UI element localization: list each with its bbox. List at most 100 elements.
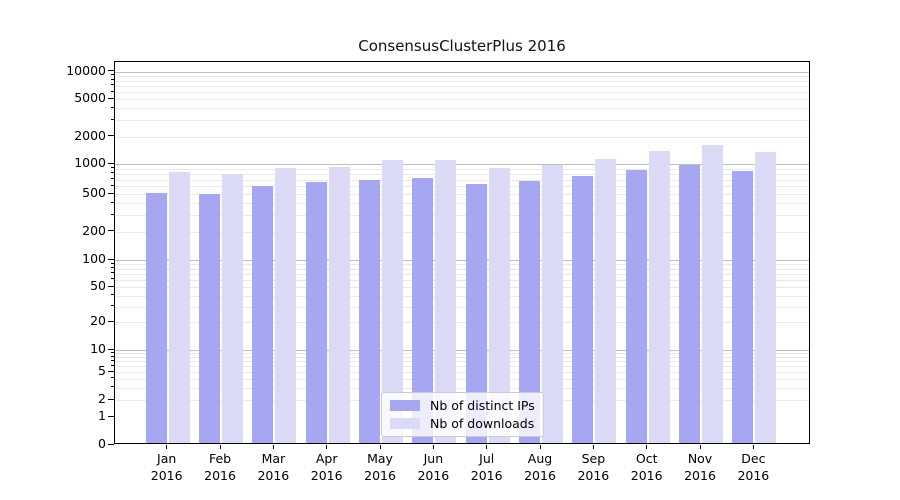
x-tick-label-line: 2016: [577, 467, 610, 483]
x-tick-label-line: 2016: [524, 467, 556, 483]
y-minor-tick-mark: [111, 355, 114, 357]
legend-swatch-downloads: [390, 418, 420, 429]
bar-distinct-ips: [412, 178, 434, 443]
bar-distinct-ips: [359, 179, 381, 443]
y-tick-label: 2: [98, 391, 106, 406]
x-tick-mark: [326, 445, 328, 449]
x-tick-label-line: Jun: [423, 451, 444, 466]
x-tick-label-line: 2016: [364, 467, 396, 483]
y-tick-label: 10: [90, 341, 106, 356]
y-tick-label: 50: [90, 278, 106, 293]
bar-downloads: [702, 145, 724, 443]
y-minor-tick-mark: [111, 172, 114, 174]
bar-distinct-ips: [625, 170, 647, 443]
minor-gridline: [115, 353, 809, 355]
y-tick-label: 100: [82, 251, 106, 266]
y-tick-label: 1: [98, 408, 106, 423]
y-tick-mark: [108, 370, 114, 372]
y-tick-mark: [108, 230, 114, 232]
y-minor-tick-mark: [111, 118, 114, 120]
x-tick-label: Sep 2016: [561, 451, 625, 484]
y-tick-mark: [108, 97, 114, 99]
x-tick-label: Feb 2016: [188, 451, 252, 484]
x-tick-label-line: Feb: [208, 451, 232, 466]
x-tick-label: Nov 2016: [668, 451, 732, 484]
x-tick-mark: [699, 445, 701, 449]
minor-gridline: [115, 186, 809, 188]
minor-gridline: [115, 179, 809, 181]
x-tick-label-line: Oct: [635, 451, 658, 466]
x-tick-label-line: Jul: [479, 451, 495, 466]
minor-gridline: [115, 194, 809, 196]
x-tick-label-line: 2016: [470, 467, 503, 483]
y-minor-tick-mark: [111, 213, 114, 215]
minor-gridline: [115, 231, 809, 233]
minor-gridline: [115, 173, 809, 175]
x-tick-label-line: Jan: [157, 451, 177, 466]
y-tick-mark: [108, 398, 114, 400]
x-tick-label-line: 2016: [150, 467, 183, 483]
bar-downloads: [222, 173, 244, 443]
y-minor-tick-mark: [111, 184, 114, 186]
x-tick-mark: [432, 445, 434, 449]
legend-label: Nb of downloads: [430, 416, 535, 431]
legend-label: Nb of distinct IPs: [430, 398, 535, 413]
minor-gridline: [115, 99, 809, 101]
y-minor-tick-mark: [111, 90, 114, 92]
minor-gridline: [115, 372, 809, 373]
y-minor-tick-mark: [111, 386, 114, 388]
y-tick-mark: [108, 135, 114, 137]
x-tick-label: Jun 2016: [401, 451, 465, 484]
minor-gridline: [115, 75, 809, 77]
minor-gridline: [115, 378, 809, 380]
minor-gridline: [115, 80, 809, 82]
bar-distinct-ips: [465, 183, 487, 443]
minor-gridline: [115, 273, 809, 275]
minor-gridline: [115, 295, 809, 297]
y-minor-tick-mark: [111, 79, 114, 81]
x-tick-label-line: 2016: [257, 467, 290, 483]
minor-gridline: [115, 306, 809, 308]
y-tick-label: 5000: [74, 90, 106, 106]
y-tick-mark: [108, 443, 114, 445]
x-tick-label-line: 2016: [310, 467, 343, 483]
bar-downloads: [648, 150, 670, 443]
x-tick-label-line: 2016: [737, 467, 770, 483]
bar-downloads: [328, 166, 350, 443]
x-tick-label: Mar 2016: [241, 451, 305, 484]
legend-swatch-distinct-ips: [390, 400, 420, 411]
bar-distinct-ips: [145, 193, 167, 443]
y-minor-tick-mark: [111, 294, 114, 296]
y-tick-mark: [108, 415, 114, 417]
bar-downloads: [168, 172, 190, 443]
x-tick-label-line: 2016: [630, 467, 663, 483]
minor-gridline: [115, 361, 809, 363]
minor-gridline: [115, 85, 809, 87]
y-tick-label: 200: [82, 222, 106, 238]
minor-gridline: [115, 279, 809, 281]
bar-downloads: [755, 152, 777, 443]
bar-distinct-ips: [305, 182, 327, 443]
x-tick-label: May 2016: [348, 451, 412, 484]
y-minor-tick-mark: [111, 305, 114, 307]
bar-downloads: [382, 160, 404, 443]
x-tick-label: Apr 2016: [295, 451, 359, 484]
bar-downloads: [488, 168, 510, 443]
y-tick-mark: [108, 348, 114, 350]
minor-gridline: [115, 268, 809, 270]
minor-gridline: [115, 136, 809, 138]
x-tick-label: Jul 2016: [455, 451, 519, 484]
y-minor-tick-mark: [111, 377, 114, 379]
y-tick-mark: [108, 258, 114, 260]
bar-downloads: [595, 159, 617, 443]
x-tick-mark: [539, 445, 541, 449]
plot-area: Nb of distinct IPs Nb of downloads: [114, 61, 810, 444]
bar-distinct-ips: [679, 164, 701, 443]
y-tick-mark: [108, 70, 114, 72]
x-tick-label-line: Sep: [581, 451, 606, 466]
minor-gridline: [115, 203, 809, 205]
y-minor-tick-mark: [111, 84, 114, 86]
y-minor-tick-mark: [111, 167, 114, 169]
y-tick-mark: [108, 285, 114, 287]
